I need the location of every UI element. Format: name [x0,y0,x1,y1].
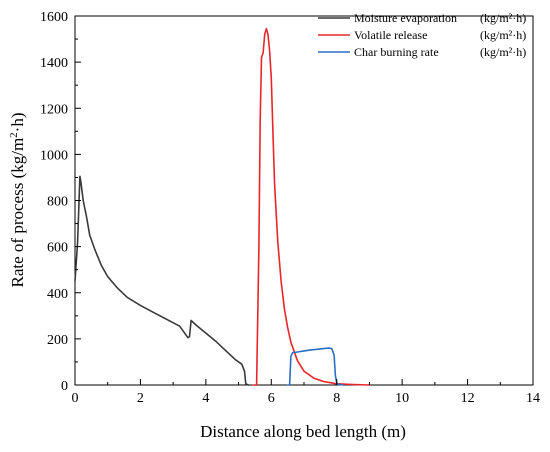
y-tick-label: 1400 [40,56,68,71]
y-tick-label: 0 [61,379,68,394]
series-layer [74,27,371,386]
legend-label-char-burning-rate: Char burning rate [354,45,439,59]
y-axis-title-superscript: 2 [8,132,20,138]
x-tick-label: 6 [268,391,275,406]
legend-unit-volatile-release: (kg/m²·h) [480,28,526,42]
legend-unit-moisture-evaporation: (kg/m²·h) [480,11,526,25]
y-axis-title: Rate of process (kg/m2·h) [8,113,27,288]
y-axis-title-main: Rate of process (kg/m [8,138,27,288]
x-axis-title: Distance along bed length (m) [200,422,406,441]
x-tick-label: 2 [137,391,144,406]
legend-unit-char-burning-rate: (kg/m²·h) [480,45,526,59]
x-tick-label: 12 [461,391,475,406]
y-tick-label: 1000 [40,148,68,163]
x-tick-label: 10 [395,391,409,406]
y-tick-label: 400 [47,287,68,302]
y-tick-label: 200 [47,333,68,348]
x-tick-label: 8 [333,391,340,406]
series-line-volatile-release [252,27,371,386]
plot-border [74,15,534,386]
x-tick-label: 14 [526,391,540,406]
plot-frame [74,15,534,386]
y-tick-label: 800 [47,195,68,210]
series-line-char-burning-rate [286,347,345,386]
y-tick-label: 1600 [40,10,68,25]
series-line-moisture-evaporation [74,175,250,386]
legend-label-moisture-evaporation: Moisture evaporation [354,11,457,25]
ticks-layer: 0 2 4 6 8 10 12 14 0 200 400 600 800 1000 1200 1400 1600 [40,10,540,406]
y-axis-title-tail: ·h) [8,113,27,133]
y-tick-label: 1200 [40,102,68,117]
x-tick-label: 0 [72,391,79,406]
legend-label-volatile-release: Volatile release [354,28,427,42]
legend: Moisture evaporation (kg/m²·h) Volatile re… [318,11,526,59]
y-tick-label: 600 [47,241,68,256]
x-tick-label: 4 [202,391,209,406]
